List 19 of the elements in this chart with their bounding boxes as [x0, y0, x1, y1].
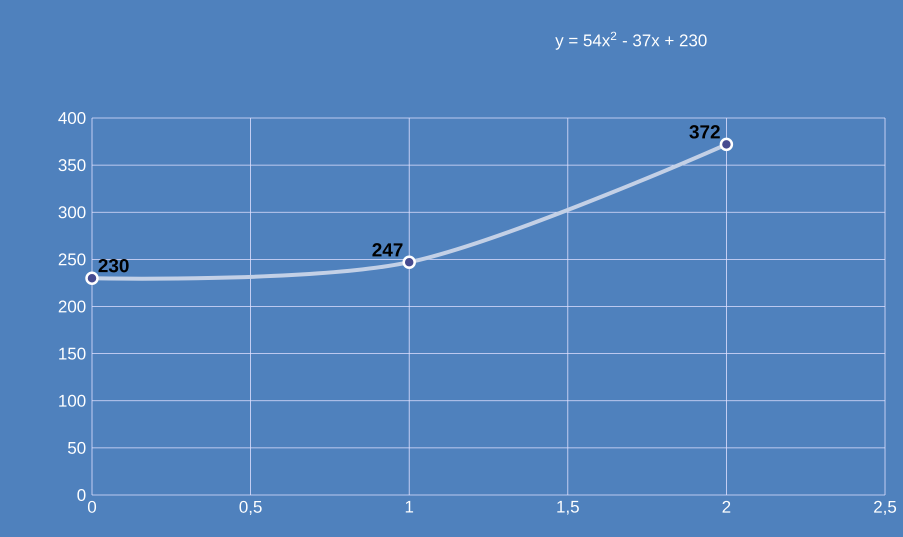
x-tick-label: 0 — [88, 500, 96, 513]
y-tick-label: 300 — [58, 206, 86, 218]
x-tick-label: 2,5 — [874, 500, 896, 515]
data-label: 230 — [98, 258, 129, 272]
y-tick-label: 0 — [77, 489, 86, 502]
y-tick-label: 150 — [59, 348, 86, 360]
x-tick-label: 1 — [406, 500, 414, 512]
x-tick-label: 1,5 — [557, 500, 579, 515]
y-tick-label: 250 — [58, 253, 86, 266]
x-tick-label: 2 — [722, 500, 730, 513]
x-tick-label: 0,5 — [239, 500, 262, 515]
data-label: 372 — [689, 125, 720, 139]
text: y = 54x$^{2}$ - 37x + 230 — [555, 32, 707, 50]
y-tick-label: 50 — [68, 442, 86, 454]
y-tick-label: 400 — [58, 112, 86, 124]
y-tick-label: 350 — [58, 159, 86, 172]
data-label: 247 — [372, 243, 403, 256]
y-tick-label: 100 — [59, 394, 86, 407]
y-tick-label: 200 — [58, 300, 86, 312]
